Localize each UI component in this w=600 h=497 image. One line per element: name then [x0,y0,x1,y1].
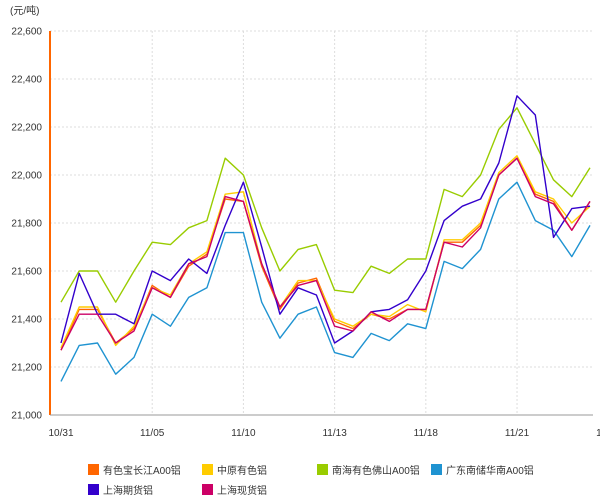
legend-item[interactable]: 中原有色铝 [202,462,267,477]
legend-label: 有色宝长江A00铝 [103,466,181,477]
legend-label: 广东南储华南A00铝 [446,466,534,477]
series-line-5 [60,157,591,351]
y-tick-label: 21,000 [11,411,42,422]
series-line-2 [60,107,591,303]
y-tick-label: 22,400 [11,75,42,86]
legend-swatch [202,464,213,475]
x-tick-label: 11/13 [322,428,347,439]
legend-item[interactable]: 上海现货铝 [202,482,267,497]
y-axis-unit-label: (元/吨) [10,4,39,17]
legend-item[interactable]: 上海期货铝 [88,482,153,497]
y-axis-ticks: 21,000 21,200 21,400 21,600 21,800 22,000 22,2… [11,27,42,422]
x-tick-label: 11/26 [596,428,600,439]
series-line-3 [60,181,591,382]
legend-swatch [88,484,99,495]
y-tick-label: 21,800 [11,219,42,230]
legend-swatch [88,464,99,475]
y-tick-label: 21,400 [11,315,42,326]
y-tick-label: 22,600 [11,27,42,38]
legend-swatch [317,464,328,475]
legend-swatch [202,484,213,495]
x-tick-label: 11/10 [231,428,256,439]
y-tick-label: 21,600 [11,267,42,278]
x-tick-label: 10/31 [48,428,73,439]
y-tick-label: 21,200 [11,363,42,374]
chart-legend: 有色宝长江A00铝 中原有色铝 南海有色佛山A00铝 广东南储华南A00铝上海期货铝 上… [0,452,600,497]
gridlines [50,30,593,415]
y-tick-label: 22,000 [11,171,42,182]
x-tick-label: 11/18 [414,428,439,439]
legend-swatch [431,464,442,475]
series-line-0 [60,157,591,351]
legend-label: 上海期货铝 [103,486,153,497]
y-tick-label: 22,200 [11,123,42,134]
legend-item[interactable]: 有色宝长江A00铝 [88,462,181,477]
legend-label: 上海现货铝 [217,486,267,497]
legend-label: 南海有色佛山A00铝 [332,466,420,477]
price-line-chart: (元/吨) 21,000 21,200 21,400 21,600 21,800 22,0… [10,4,600,439]
series-lines [60,95,591,382]
x-tick-label: 11/05 [140,428,165,439]
legend-item[interactable]: 南海有色佛山A00铝 [317,462,420,477]
legend-label: 中原有色铝 [217,466,267,477]
legend-item[interactable]: 广东南储华南A00铝 [431,462,534,477]
x-axis-ticks: 10/3111/0511/1011/1311/1811/2111/2612/01… [48,428,600,439]
series-line-4 [60,95,591,344]
x-tick-label: 11/21 [505,428,530,439]
